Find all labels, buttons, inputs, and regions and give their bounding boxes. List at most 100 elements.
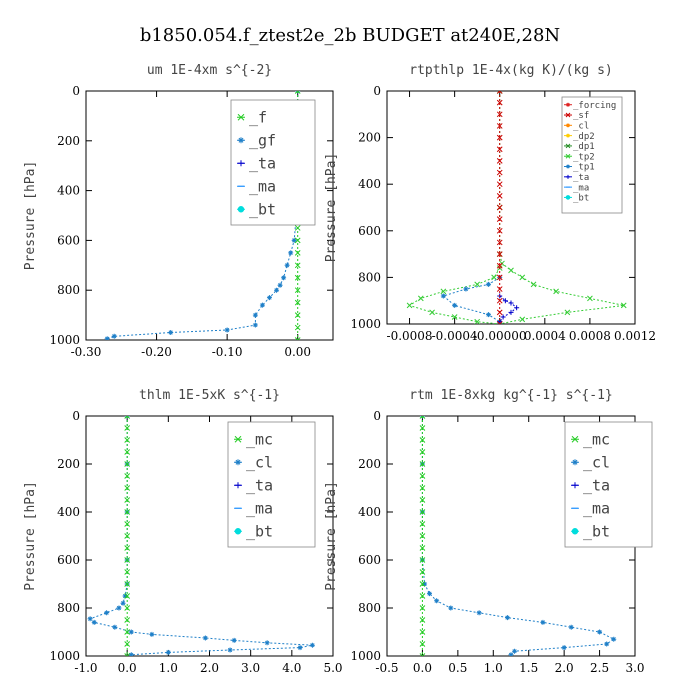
data-point-mc [419,545,426,551]
data-point-tp1 [485,312,491,318]
x-tick-label: -1.0 [74,661,97,675]
data-point-mc [124,533,131,539]
data-point-f [294,324,301,331]
legend: _mc _cl _ta _ma _bt [564,421,653,548]
x-tick-label: 1.5 [519,661,538,675]
data-point-sf [496,251,503,257]
legend-box [561,96,623,214]
data-point-tp1 [452,302,458,308]
data-point-mc [124,641,131,647]
data-point-cl [128,629,134,635]
data-point-sf [496,192,503,199]
y-axis-label: Pressure [hPa] [23,481,38,591]
data-point-tp2 [587,295,593,302]
x-tick-label: 2.0 [555,661,574,675]
data-point-cl [149,631,155,637]
x-tick-label: 0.0012 [614,329,656,343]
data-point-cl [611,636,617,642]
data-point-f [294,262,301,269]
x-tick-label: 5.0 [323,661,342,675]
data-point-f [294,249,301,256]
plot-frame [386,90,636,325]
panel-title: rtm 1E-8xkg kg^{-1} s^{-1} [409,388,613,403]
data-point-cl [116,605,122,611]
data-point-f [294,225,301,231]
data-point-cl [508,652,514,656]
x-tick-label: 2.0 [200,661,219,675]
data-point-mc [124,416,131,419]
x-tick-label: -0.0008 [387,329,433,343]
data-point-mc [124,425,131,431]
y-axis-label: Pressure [hPa] [23,161,38,271]
data-point-tp2 [620,302,627,309]
data-point-mc [419,533,426,539]
x-tick-label: 0.0004 [524,329,566,343]
x-tick-label: 2.5 [590,661,609,675]
y-axis-label: Pressure [hPa] [324,153,339,263]
data-point-cl [309,642,315,648]
data-point-tp2 [440,288,447,295]
plot-frame [85,90,334,341]
data-point-sf [496,321,503,324]
data-point-tp2 [519,316,526,323]
data-point-cl [112,624,118,630]
legend-swatch-marker [237,113,245,121]
data-point-sf [496,227,503,234]
legend-box [230,99,316,226]
data-point-cl [122,593,128,599]
legend-swatch-marker [571,528,579,535]
panel-title: thlm 1E-5xK s^{-1} [139,388,280,403]
data-point-tp2 [451,314,458,320]
legend-label: _forcing [573,101,616,111]
panel-title: rtpthlp 1E-4x(kg K)/(kg s) [409,63,613,78]
data-point-sf [496,169,503,176]
series-group [406,91,627,324]
legend-label: _ta [573,173,589,183]
data-point-gf [252,322,258,328]
data-point-f [294,312,301,318]
legend-label: _bt [573,194,589,204]
legend-swatch-marker [566,174,570,179]
data-point-sf [496,181,503,188]
legend-swatch-marker [566,102,570,107]
data-point-tp2 [474,281,481,288]
data-point-gf [111,333,117,339]
data-point-tp2 [406,302,413,309]
x-tick-label: 1.0 [484,661,503,675]
legend-label: _bt [583,523,610,541]
y-tick-label: 400 [358,505,381,519]
y-tick-label: 800 [358,601,381,615]
data-point-sf [496,134,503,141]
data-point-cl [568,624,574,630]
data-point-sf [496,123,503,129]
figure-title: b1850.054.f_ztest2e_2b BUDGET at240E,28N [140,25,560,46]
data-point-mc [124,473,131,479]
y-tick-label: 600 [358,224,381,238]
legend-label: _ta [249,155,276,173]
legend-swatch-marker [235,482,241,489]
data-point-mc [419,437,426,443]
legend-label: _ma [246,500,273,518]
data-point-sf [496,262,503,269]
legend-label: _cl [246,454,273,472]
data-point-tp2 [417,295,424,302]
x-tick-label: -0.30 [71,345,102,359]
data-point-mc [124,605,131,611]
y-tick-label: 400 [57,184,80,198]
data-point-mc [419,416,426,419]
data-point-sf [496,146,503,153]
legend-label: _ma [249,178,276,196]
legend-label: _gf [249,132,276,150]
data-point-cl [227,647,233,653]
data-point-cl [561,645,567,651]
data-point-cl [512,648,518,654]
data-point-sf [496,204,503,211]
data-point-sf [496,111,503,118]
data-point-f [294,299,301,306]
data-point-mc [124,629,131,635]
data-point-sf [496,99,503,106]
data-point-mc [419,521,426,527]
panel-1: um 1E-4xm s^{-2} Pressure [hPa] 0 200 400 600… [23,63,334,359]
legend-label: _cl [573,121,589,131]
